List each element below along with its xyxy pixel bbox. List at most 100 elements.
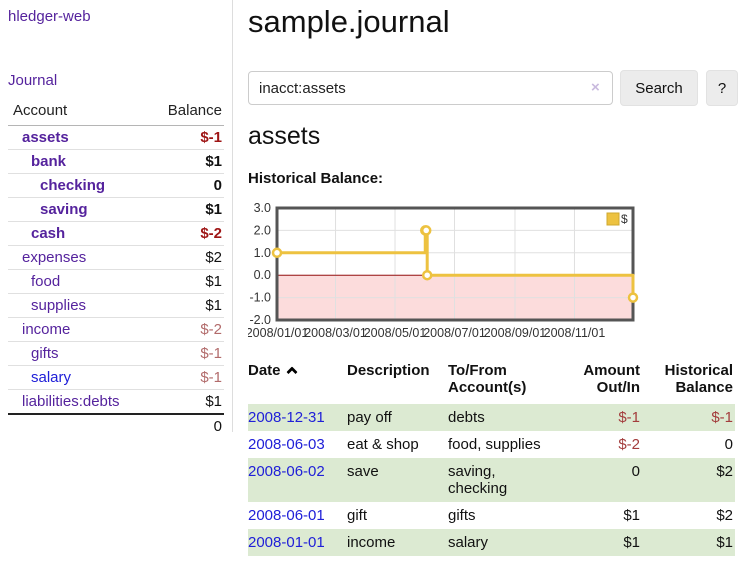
account-row: assets $-1 [8,125,224,150]
account-balance: $-2 [148,221,224,246]
register-description-cell: save [347,458,448,502]
account-name-cell: liabilities:debts [8,389,149,415]
register-description-cell: income [347,529,448,556]
svg-text:2008/01/01: 2008/01/01 [248,326,308,340]
sidebar: hledger-web Journal Account Balance asse… [0,0,233,438]
table-row: 2008-12-31 pay off debts $-1 $-1 [248,404,735,431]
table-row: 2008-06-03 eat & shop food, supplies $-2 0 [248,431,735,458]
account-link[interactable]: assets [22,129,69,146]
register-header-amount: Amount Out/In [583,362,640,396]
register-description-cell: eat & shop [347,436,419,453]
account-name-cell: cash [8,221,149,246]
search-form: × Search ? [248,70,742,106]
account-balance: $1 [148,293,224,318]
search-button[interactable]: Search [620,70,698,106]
account-name-cell: bank [8,149,149,174]
register-table: Date Description To/From Account(s) Amou… [248,356,735,556]
account-name-cell: food [8,269,149,294]
account-row: liabilities:debts $1 [8,389,224,415]
register-date-cell: 2008-01-01 [248,529,347,556]
account-link[interactable]: income [22,321,71,338]
table-row: 2008-06-02 save saving, checking 0 $2 [248,458,735,502]
account-row: income $-2 [8,317,224,342]
accounts-header-account: Account [8,98,149,126]
transaction-date-link[interactable]: 2008-12-31 [248,409,325,426]
account-name-cell: expenses [8,245,149,270]
register-accounts-cell: salary [448,529,560,556]
svg-text:2008/11/01: 2008/11/01 [544,326,606,340]
account-balance: $-1 [148,125,224,150]
account-name-cell: supplies [8,293,149,318]
register-balance-cell: 0 [724,436,733,453]
account-link[interactable]: cash [31,225,66,242]
transaction-date-link[interactable]: 2008-06-02 [248,463,325,480]
register-balance-cell: $1 [642,529,735,556]
account-balance: $1 [148,149,224,174]
page-title: sample.journal [248,4,450,39]
account-link[interactable]: saving [40,201,88,218]
account-link[interactable]: salary [31,369,72,386]
account-link[interactable]: checking [40,177,106,194]
account-row: bank $1 [8,149,224,174]
sort-ascending-icon [285,366,298,378]
register-accounts-cell: saving, checking [448,458,560,502]
account-name-cell: saving [8,197,149,222]
account-balance: $1 [148,269,224,294]
account-row: saving $1 [8,197,224,222]
account-name-cell: salary [8,365,149,390]
register-date-cell: 2008-06-02 [248,458,347,502]
account-balance: $-1 [148,365,224,390]
account-row: salary $-1 [8,365,224,390]
register-description-cell: gift [347,507,368,524]
register-header-accounts: To/From Account(s) [448,362,527,396]
accounts-total-spacer [8,413,149,438]
transaction-date-link[interactable]: 2008-06-01 [248,507,325,524]
account-balance: $1 [148,197,224,222]
sidebar-item-journal[interactable]: Journal [8,72,58,89]
main-content: sample.journal × Search ? assets Histori… [246,0,742,556]
account-link[interactable]: food [31,273,61,290]
account-heading: assets [248,122,321,150]
table-row: 2008-06-01 gift gifts $1 $2 [248,502,735,529]
app-title-link[interactable]: hledger-web [8,8,91,25]
register-accounts-cell: debts [448,404,560,431]
account-link[interactable]: gifts [31,345,59,362]
svg-text:3.0: 3.0 [254,201,271,215]
account-row: gifts $-1 [8,341,224,366]
account-link[interactable]: bank [31,153,67,170]
account-link[interactable]: liabilities:debts [22,393,120,410]
accounts-total-row: 0 [8,413,224,438]
clear-search-icon[interactable]: × [591,79,600,96]
help-button[interactable]: ? [706,70,738,106]
accounts-balance-table: Account Balance assets $-1 bank $1 checking 0… [8,98,224,438]
account-row: expenses $2 [8,245,224,270]
account-row: cash $-2 [8,221,224,246]
account-link[interactable]: expenses [22,249,87,266]
account-balance: $-1 [148,341,224,366]
search-input[interactable] [248,71,613,105]
register-balance-cell: $-1 [642,404,735,431]
account-name-cell: gifts [8,341,149,366]
svg-text:2008/05/01: 2008/05/01 [364,326,427,340]
table-row: 2008-01-01 income salary $1 $1 [248,529,735,556]
register-date-cell: 2008-06-01 [248,502,347,529]
account-name-cell: assets [8,125,149,150]
account-balance: $2 [148,245,224,270]
svg-text:1.0: 1.0 [254,246,271,260]
svg-text:2.0: 2.0 [254,223,271,237]
svg-text:2008/03/01: 2008/03/01 [304,326,367,340]
transaction-date-link[interactable]: 2008-06-03 [248,436,325,453]
accounts-total-value: 0 [148,413,224,438]
register-amount-cell: $1 [560,529,642,556]
register-balance-cell: $2 [642,458,735,502]
account-row: food $1 [8,269,224,294]
account-balance: $1 [148,389,224,415]
register-header-date: Date [248,356,347,404]
register-amount-cell: $-1 [560,404,642,431]
svg-text:2008/09/01: 2008/09/01 [484,326,547,340]
register-date-cell: 2008-12-31 [248,404,347,431]
register-accounts-cell: gifts [448,507,476,524]
transaction-date-link[interactable]: 2008-01-01 [248,534,325,551]
account-link[interactable]: supplies [31,297,87,314]
account-row: supplies $1 [8,293,224,318]
